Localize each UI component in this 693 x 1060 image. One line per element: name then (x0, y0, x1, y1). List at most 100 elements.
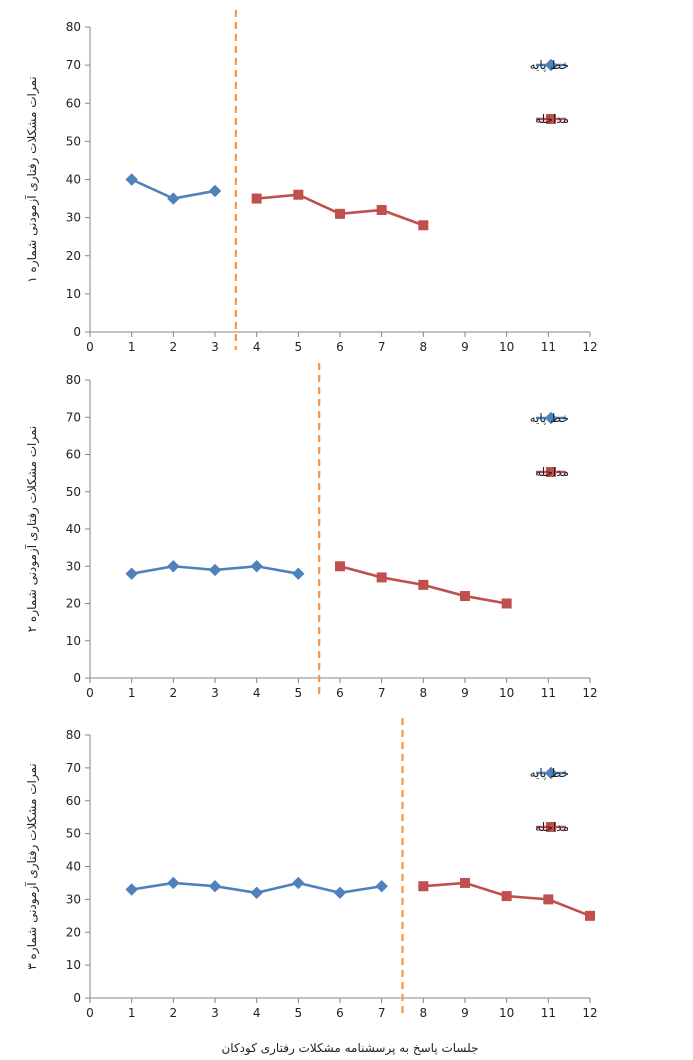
x-tick-label: 4 (253, 340, 261, 354)
intervention-data-point (376, 572, 387, 583)
intervention-data-point (418, 881, 429, 892)
x-tick-label: 0 (86, 340, 94, 354)
x-tick-label: 7 (378, 686, 386, 700)
legend-marker (544, 58, 558, 72)
y-tick-label: 50 (66, 827, 81, 841)
x-tick-label: 1 (128, 340, 136, 354)
x-tick-label: 7 (378, 1006, 386, 1020)
y-axis-label: نمرات مشکلات رفتاری آزمودنی شماره ۳ (24, 763, 40, 969)
intervention-data-point (418, 579, 429, 590)
intervention-data-point (501, 598, 512, 609)
y-tick-label: 40 (66, 173, 81, 187)
x-tick-label: 11 (541, 686, 556, 700)
x-tick-label: 4 (253, 1006, 261, 1020)
intervention-data-point (251, 193, 262, 204)
x-tick-label: 9 (461, 340, 469, 354)
legend-entry-label: خط پایه (530, 766, 569, 780)
intervention-data-point (376, 205, 387, 215)
x-tick-label: 1 (128, 1006, 136, 1020)
x-tick-label: 10 (499, 340, 514, 354)
y-tick-label: 80 (66, 20, 81, 34)
y-axis-label: نمرات مشکلات رفتاری آزمودنی شماره ۲ (24, 426, 40, 632)
legend-entry-label: مداخله (535, 465, 569, 479)
x-tick-label: 0 (86, 686, 94, 700)
x-tick-label: 8 (420, 1006, 428, 1020)
legend-marker (544, 766, 558, 780)
x-tick-label: 8 (420, 686, 428, 700)
x-tick-label: 5 (295, 1006, 303, 1020)
baseline-data-point (250, 560, 263, 573)
x-tick-label: 0 (86, 1006, 94, 1020)
y-tick-label: 40 (66, 860, 81, 874)
intervention-data-point (418, 220, 429, 231)
x-axis-label: جلسات پاسخ به پرسشنامه مشکلات رفتاری کود… (221, 1041, 478, 1056)
y-tick-label: 60 (66, 96, 81, 110)
y-tick-label: 80 (66, 373, 81, 387)
baseline-data-point (167, 192, 180, 205)
x-tick-label: 9 (461, 686, 469, 700)
intervention-data-point (335, 208, 345, 219)
x-tick-label: 6 (336, 1006, 344, 1020)
intervention-data-point (460, 877, 470, 888)
baseline-data-point (208, 880, 222, 893)
x-tick-label: 9 (461, 1006, 469, 1020)
baseline-data-point (375, 880, 388, 893)
y-tick-label: 50 (66, 485, 81, 499)
legend-entry-label: مداخله (535, 820, 569, 834)
y-tick-label: 70 (66, 410, 81, 424)
y-tick-label: 30 (66, 211, 81, 225)
y-tick-label: 20 (66, 597, 81, 611)
x-tick-label: 6 (336, 686, 344, 700)
intervention-data-point (335, 561, 345, 572)
x-tick-label: 1 (128, 686, 136, 700)
y-tick-label: 0 (73, 325, 81, 339)
x-tick-label: 2 (170, 1006, 178, 1020)
y-tick-label: 60 (66, 448, 81, 462)
x-tick-label: 10 (499, 1006, 514, 1020)
x-tick-label: 12 (582, 686, 597, 700)
baseline-data-point (167, 560, 180, 573)
x-tick-label: 3 (211, 686, 219, 700)
baseline-data-point (333, 886, 347, 900)
y-tick-label: 10 (66, 287, 81, 301)
y-tick-label: 80 (66, 728, 81, 742)
legend-marker (546, 114, 556, 124)
y-tick-label: 70 (66, 58, 81, 72)
intervention-data-point (293, 189, 304, 200)
x-tick-label: 3 (211, 340, 219, 354)
y-tick-label: 30 (66, 892, 81, 906)
legend-marker (546, 822, 556, 832)
x-tick-label: 7 (378, 340, 386, 354)
baseline-data-point (125, 173, 138, 186)
baseline-data-point (292, 567, 305, 580)
x-tick-label: 5 (295, 686, 303, 700)
y-tick-label: 20 (66, 925, 81, 939)
baseline-data-point (208, 563, 222, 577)
baseline-data-point (208, 184, 222, 198)
x-tick-label: 11 (541, 1006, 556, 1020)
legend-entry-label: خط پایه (530, 411, 569, 425)
x-tick-label: 8 (420, 340, 428, 354)
intervention-data-point (543, 894, 554, 905)
x-tick-label: 12 (582, 340, 597, 354)
baseline-data-point (125, 567, 138, 580)
legend-entry-label: مداخله (535, 112, 569, 126)
y-tick-label: 10 (66, 634, 81, 648)
x-tick-label: 5 (295, 340, 303, 354)
x-tick-label: 2 (170, 340, 178, 354)
x-tick-label: 4 (253, 686, 261, 700)
intervention-data-point (460, 591, 470, 602)
baseline-data-point (167, 876, 180, 890)
x-tick-label: 6 (336, 340, 344, 354)
y-tick-label: 20 (66, 249, 81, 263)
y-tick-label: 60 (66, 794, 81, 808)
y-tick-label: 10 (66, 958, 81, 972)
legend-marker (546, 467, 556, 477)
x-tick-label: 12 (582, 1006, 597, 1020)
intervention-data-point (501, 891, 512, 902)
legend-entry-label: خط پایه (530, 58, 569, 72)
